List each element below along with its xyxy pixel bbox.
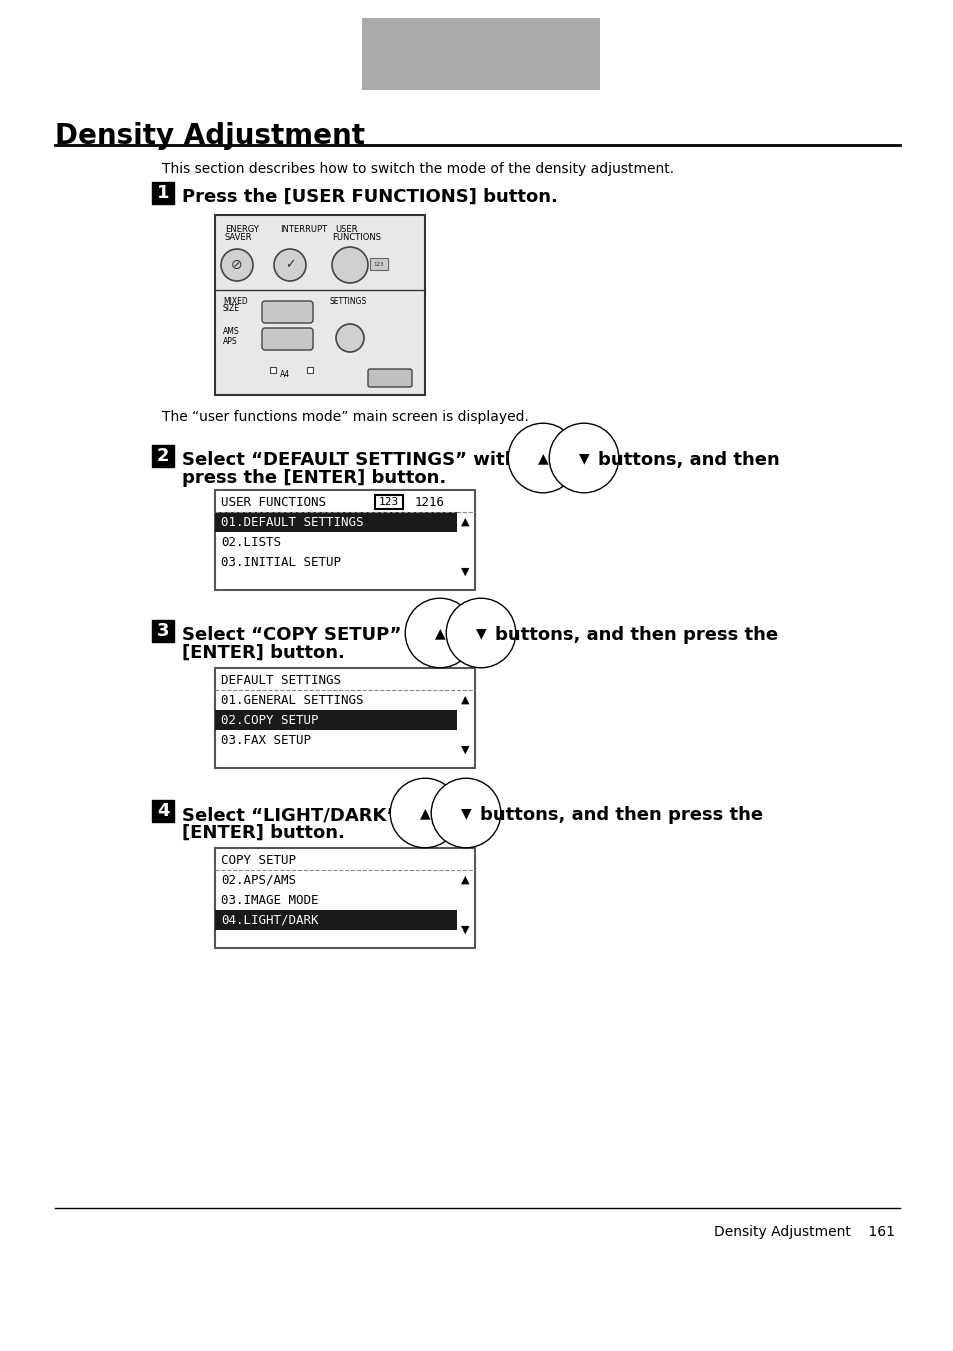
Text: ✓: ✓	[284, 258, 294, 272]
Text: press the [ENTER] button.: press the [ENTER] button.	[182, 469, 446, 486]
Bar	[214, 215, 424, 394]
Text: buttons, and then: buttons, and then	[598, 451, 779, 469]
Text: 02.COPY SETUP: 02.COPY SETUP	[221, 713, 318, 727]
Circle shape	[332, 247, 368, 282]
Text: 02.APS/AMS: 02.APS/AMS	[221, 874, 295, 886]
Text: ▲: ▲	[537, 451, 548, 465]
Text: ▲: ▲	[460, 517, 469, 527]
Bar	[270, 367, 275, 373]
Text: SAVER: SAVER	[225, 232, 253, 242]
Text: ▼: ▼	[460, 567, 469, 577]
Circle shape	[221, 249, 253, 281]
Text: 123: 123	[374, 262, 384, 266]
Text: buttons, and then press the: buttons, and then press the	[495, 626, 778, 644]
Bar	[361, 18, 599, 91]
Text: [ENTER] button.: [ENTER] button.	[182, 824, 345, 842]
Bar	[152, 800, 173, 821]
Text: ▲: ▲	[460, 694, 469, 705]
Text: APS: APS	[223, 336, 237, 346]
Text: 02.LISTS: 02.LISTS	[221, 535, 281, 549]
Text: 01.DEFAULT SETTINGS: 01.DEFAULT SETTINGS	[221, 516, 363, 528]
Text: Select “LIGHT/DARK” with: Select “LIGHT/DARK” with	[182, 807, 448, 824]
Bar	[214, 848, 475, 948]
Text: INTERRUPT: INTERRUPT	[280, 226, 327, 234]
Text: and: and	[438, 807, 476, 824]
Text: ENERGY: ENERGY	[225, 226, 258, 234]
Text: Press the [USER FUNCTIONS] button.: Press the [USER FUNCTIONS] button.	[182, 188, 558, 205]
Text: and: and	[557, 451, 594, 469]
FancyBboxPatch shape	[368, 369, 412, 386]
Text: AMS: AMS	[223, 327, 239, 336]
Bar	[152, 182, 173, 204]
FancyBboxPatch shape	[262, 328, 313, 350]
Text: ▼: ▼	[460, 925, 469, 935]
Bar	[214, 711, 456, 730]
Text: The “user functions mode” main screen is displayed.: The “user functions mode” main screen is…	[162, 409, 528, 424]
Text: 4: 4	[156, 802, 169, 820]
Text: ▲: ▲	[460, 875, 469, 885]
Text: 01.GENERAL SETTINGS: 01.GENERAL SETTINGS	[221, 693, 363, 707]
Text: Density Adjustment: Density Adjustment	[55, 122, 365, 150]
Bar	[307, 367, 313, 373]
Circle shape	[335, 324, 364, 353]
Text: Density Adjustment    161: Density Adjustment 161	[713, 1225, 894, 1239]
Text: 04.LIGHT/DARK: 04.LIGHT/DARK	[221, 913, 318, 927]
Text: 03.FAX SETUP: 03.FAX SETUP	[221, 734, 311, 747]
Bar	[214, 667, 475, 767]
Text: ▼: ▼	[476, 626, 486, 640]
Text: ▼: ▼	[460, 807, 471, 820]
Text: 03.INITIAL SETUP: 03.INITIAL SETUP	[221, 555, 340, 569]
Text: FUNCTIONS: FUNCTIONS	[332, 232, 380, 242]
Text: ▼: ▼	[460, 744, 469, 755]
Circle shape	[274, 249, 306, 281]
Text: ⊘: ⊘	[231, 258, 243, 272]
Bar	[152, 620, 173, 642]
Text: [ENTER] button.: [ENTER] button.	[182, 644, 345, 662]
Text: ▲: ▲	[419, 807, 430, 820]
Text: 2: 2	[156, 447, 169, 465]
Text: 123: 123	[378, 497, 398, 507]
Bar	[370, 258, 388, 270]
Bar	[152, 444, 173, 467]
Text: MIXED: MIXED	[223, 297, 248, 305]
Text: 03.IMAGE MODE: 03.IMAGE MODE	[221, 893, 318, 907]
Text: ▼: ▼	[578, 451, 589, 465]
Text: and: and	[454, 626, 491, 644]
Text: ▲: ▲	[435, 626, 445, 640]
FancyBboxPatch shape	[262, 301, 313, 323]
Text: 1216: 1216	[415, 496, 444, 509]
Text: A4: A4	[280, 370, 290, 380]
Text: Select “COPY SETUP” with: Select “COPY SETUP” with	[182, 626, 452, 644]
Bar	[375, 494, 402, 509]
Text: Select “DEFAULT SETTINGS” with: Select “DEFAULT SETTINGS” with	[182, 451, 517, 469]
Text: SIZE: SIZE	[223, 304, 240, 313]
Bar	[214, 512, 456, 532]
Text: USER: USER	[335, 226, 357, 234]
Text: DEFAULT SETTINGS: DEFAULT SETTINGS	[221, 674, 340, 688]
Text: SETTINGS: SETTINGS	[330, 297, 367, 305]
Text: 3: 3	[156, 621, 169, 640]
Text: USER FUNCTIONS: USER FUNCTIONS	[221, 496, 326, 509]
Text: COPY SETUP: COPY SETUP	[221, 854, 295, 867]
Text: This section describes how to switch the mode of the density adjustment.: This section describes how to switch the…	[162, 162, 674, 176]
Text: buttons, and then press the: buttons, and then press the	[479, 807, 762, 824]
Text: 1: 1	[156, 184, 169, 203]
Bar	[214, 911, 456, 929]
Bar	[214, 490, 475, 590]
